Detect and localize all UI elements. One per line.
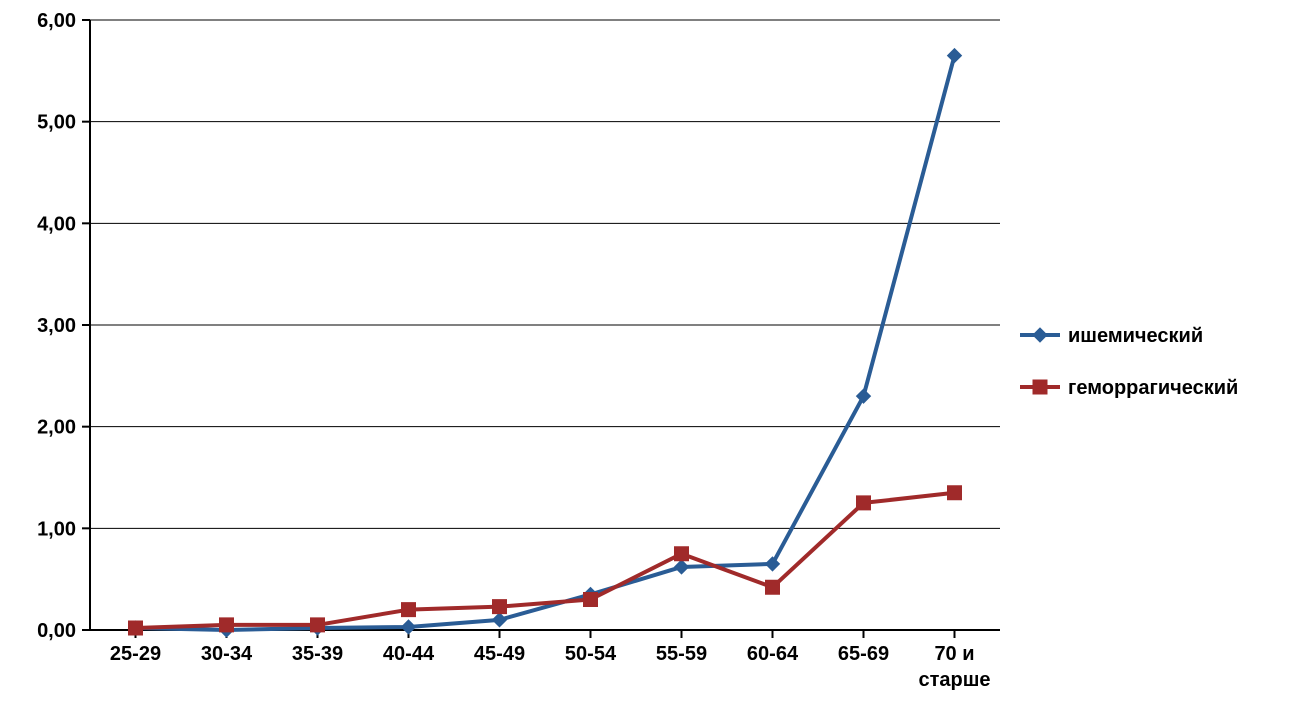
ytick-label: 0,00 [37, 620, 76, 642]
series-marker-hemorrhagic [584, 593, 598, 607]
xtick-label: старше [918, 669, 990, 691]
chart-svg: 0,00 1,00 2,00 3,00 4,00 5,00 6,00 25-29 30-34 35… [0, 0, 1299, 710]
chart-background [0, 0, 1299, 710]
series-marker-hemorrhagic [402, 603, 416, 617]
series-marker-hemorrhagic [675, 547, 689, 561]
series-marker-hemorrhagic [220, 618, 234, 632]
ytick-label: 4,00 [37, 213, 76, 235]
xtick-label: 45-49 [474, 643, 525, 665]
series-marker-hemorrhagic [129, 621, 143, 635]
line-chart: 0,00 1,00 2,00 3,00 4,00 5,00 6,00 25-29 30-34 35… [0, 0, 1299, 710]
series-marker-hemorrhagic [948, 486, 962, 500]
xtick-label: 25-29 [110, 643, 161, 665]
legend-label-hemorrhagic: геморрагический [1068, 377, 1238, 399]
xtick-label: 40-44 [383, 643, 435, 665]
series-marker-hemorrhagic [766, 580, 780, 594]
xtick-label: 35-39 [292, 643, 343, 665]
xtick-label: 70 и [934, 643, 974, 665]
ytick-label: 2,00 [37, 417, 76, 439]
series-marker-hemorrhagic [493, 600, 507, 614]
series-marker-hemorrhagic [857, 496, 871, 510]
ytick-label: 1,00 [37, 518, 76, 540]
legend-marker-hemorrhagic [1033, 380, 1047, 394]
xtick-label: 65-69 [838, 643, 889, 665]
ytick-label: 3,00 [37, 315, 76, 337]
xtick-label: 60-64 [747, 643, 799, 665]
xtick-label: 30-34 [201, 643, 253, 665]
xtick-label: 55-59 [656, 643, 707, 665]
xtick-label: 50-54 [565, 643, 617, 665]
ytick-label: 5,00 [37, 112, 76, 134]
series-marker-hemorrhagic [311, 618, 325, 632]
ytick-label: 6,00 [37, 10, 76, 32]
legend-label-ischemic: ишемический [1068, 325, 1203, 347]
